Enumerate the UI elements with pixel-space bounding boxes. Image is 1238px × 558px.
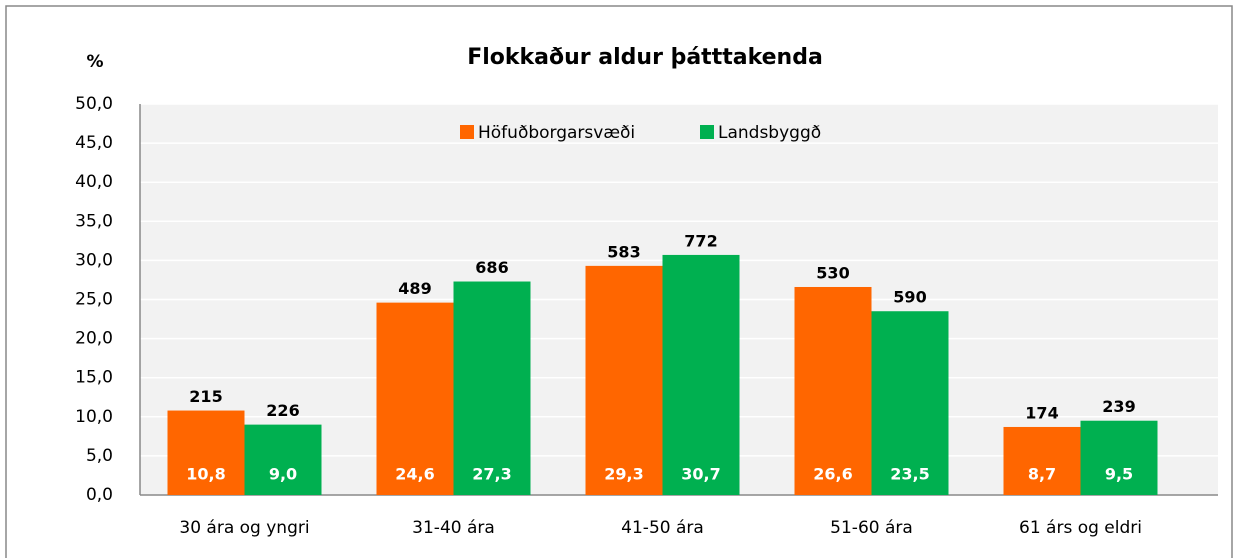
value-label: 26,6 [813,465,852,484]
bar [376,302,454,495]
y-tick-label: 45,0 [75,133,113,153]
value-label: 9,5 [1105,465,1133,484]
bar [662,254,740,495]
legend-label: Höfuðborgarsvæði [478,123,635,143]
bar [244,424,322,495]
y-tick-label: 10,0 [75,407,113,427]
value-label: 30,7 [681,465,720,484]
value-label: 27,3 [472,465,511,484]
count-label: 772 [684,231,717,250]
y-tick-label: 35,0 [75,211,113,231]
value-label: 10,8 [186,465,225,484]
y-tick-label: 5,0 [86,446,113,466]
value-label: 9,0 [269,465,297,484]
legend-swatch [700,125,714,139]
y-tick-label: 15,0 [75,368,113,388]
bar [1080,420,1158,495]
legend-label: Landsbyggð [718,123,821,143]
bar [167,410,245,495]
x-tick-label: 30 ára og yngri [179,518,309,538]
count-label: 530 [816,263,849,282]
value-label: 24,6 [395,465,434,484]
count-label: 226 [266,401,299,420]
y-tick-label: 50,0 [75,94,113,114]
bar [794,286,872,495]
bar [1003,426,1081,495]
count-label: 686 [475,258,508,277]
x-tick-label: 61 árs og eldri [1019,518,1142,538]
value-label: 23,5 [890,465,929,484]
count-label: 215 [189,387,222,406]
count-label: 239 [1102,397,1135,416]
y-axis-label: % [86,52,103,72]
x-tick-label: 41-50 ára [621,518,704,538]
x-tick-label: 51-60 ára [830,518,913,538]
count-label: 583 [607,242,640,261]
value-label: 8,7 [1028,465,1056,484]
y-tick-label: 0,0 [86,485,113,505]
bar [871,311,949,495]
y-tick-label: 20,0 [75,329,113,349]
bar [453,281,531,495]
count-label: 489 [398,279,431,298]
count-label: 174 [1025,403,1058,422]
x-tick-label: 31-40 ára [412,518,495,538]
chart-title: Flokkaður aldur þátttakenda [467,45,823,70]
y-tick-label: 25,0 [75,290,113,310]
count-label: 590 [893,288,926,307]
bar [585,265,663,495]
y-tick-label: 40,0 [75,172,113,192]
y-tick-label: 30,0 [75,250,113,270]
legend-swatch [460,125,474,139]
value-label: 29,3 [604,465,643,484]
